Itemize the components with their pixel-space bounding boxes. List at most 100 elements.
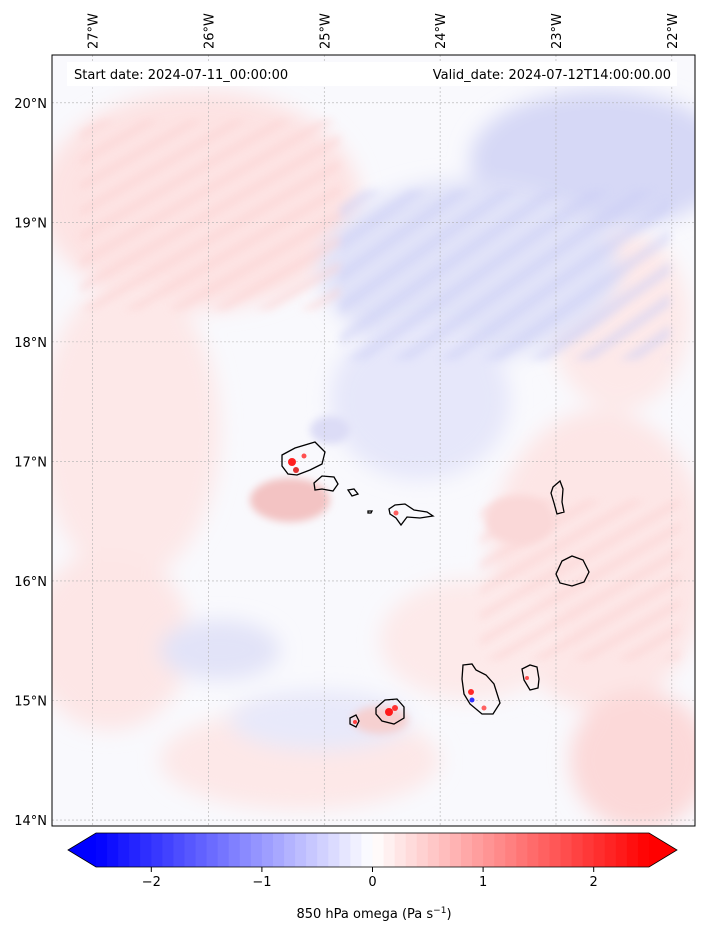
colorbar-cell xyxy=(129,833,141,867)
colorbar-cell xyxy=(405,833,418,867)
colorbar-label: 850 hPa omega (Pa s−1) xyxy=(296,906,451,922)
longitude-label: 25°W xyxy=(318,13,333,49)
colorbar-cell xyxy=(593,833,606,867)
latitude-labels: 20°N 19°N 18°N 17°N 16°N 15°N 14°N xyxy=(14,97,47,829)
colorbar-cell xyxy=(372,833,385,867)
colorbar-cell xyxy=(184,833,197,867)
latitude-label: 15°N xyxy=(14,694,47,709)
latitude-label: 16°N xyxy=(14,575,47,590)
omega-field xyxy=(52,90,695,826)
island-branco xyxy=(367,510,374,514)
colorbar-cell xyxy=(505,833,517,867)
latitude-label: 14°N xyxy=(14,814,47,829)
colorbar-cell xyxy=(118,833,130,867)
colorbar-cells xyxy=(96,833,650,867)
colorbar-extend-min xyxy=(68,833,96,867)
colorbar-cell xyxy=(162,833,175,867)
colorbar-cell xyxy=(339,833,351,867)
island-boa-vista xyxy=(555,555,590,587)
colorbar-cell xyxy=(239,833,252,867)
island-santiago xyxy=(461,663,501,715)
colorbar-tick-label: −2 xyxy=(142,875,161,890)
coastlines xyxy=(281,441,590,728)
colorbar-cell xyxy=(284,833,296,867)
island-sao-vicente xyxy=(313,475,339,492)
colorbar-cell xyxy=(438,833,451,867)
latitude-label: 20°N xyxy=(14,97,47,112)
colorbar-cell xyxy=(483,833,495,867)
colorbar-cell xyxy=(472,833,484,867)
colorbar-cell xyxy=(460,833,473,867)
island-sal xyxy=(550,479,565,515)
colorbar-cell xyxy=(494,833,506,867)
colorbar-cell xyxy=(250,833,263,867)
colorbar-cell xyxy=(538,833,551,867)
colorbar-cell xyxy=(228,833,241,867)
colorbar-cell xyxy=(626,833,639,867)
colorbar-cell xyxy=(350,833,363,867)
island-santo-antao xyxy=(281,441,326,476)
latitude-label: 18°N xyxy=(14,336,47,351)
colorbar-cell xyxy=(317,833,329,867)
colorbar-ticks: −2 −1 0 1 2 xyxy=(142,867,598,890)
colorbar-cell xyxy=(449,833,462,867)
colorbar-cell xyxy=(516,833,528,867)
island-santa-luzia xyxy=(346,488,360,497)
colorbar-label-sup: −1 xyxy=(433,906,446,916)
colorbar-tick-label: 0 xyxy=(368,875,376,890)
colorbar-cell xyxy=(427,833,440,867)
colorbar-cell xyxy=(295,833,307,867)
colorbar-label-tail: ) xyxy=(446,907,451,922)
colorbar-cell xyxy=(107,833,119,867)
colorbar-tick-label: 2 xyxy=(590,875,598,890)
colorbar: −2 −1 0 1 2 850 hPa omega (Pa s−1) xyxy=(67,832,678,922)
colorbar-cell xyxy=(571,833,584,867)
longitude-label: 22°W xyxy=(666,13,681,49)
colorbar-label-main: 850 hPa omega (Pa s xyxy=(296,907,433,922)
colorbar-cell xyxy=(394,833,407,867)
colorbar-cell xyxy=(549,833,562,867)
colorbar-tick-label: 1 xyxy=(479,875,487,890)
colorbar-cell xyxy=(272,833,285,867)
colorbar-outline xyxy=(67,832,678,868)
island-fogo xyxy=(375,698,405,725)
colorbar-cell xyxy=(582,833,595,867)
latitude-label: 17°N xyxy=(14,455,47,470)
map-panel: Start date: 2024-07-11_00:00:00 Valid_da… xyxy=(51,54,696,827)
gridlines xyxy=(52,55,695,826)
colorbar-cell xyxy=(328,833,340,867)
colorbar-cell xyxy=(195,833,208,867)
colorbar-cell xyxy=(361,833,374,867)
island-sao-nicolau xyxy=(388,503,435,527)
latitude-label: 19°N xyxy=(14,216,47,231)
colorbar-cell xyxy=(527,833,539,867)
colorbar-cell xyxy=(261,833,274,867)
colorbar-cell xyxy=(637,833,650,867)
colorbar-extend-max xyxy=(649,833,677,867)
start-date-label: Start date: 2024-07-11_00:00:00 xyxy=(74,68,288,83)
longitude-label: 26°W xyxy=(202,13,217,49)
colorbar-cell xyxy=(416,833,429,867)
colorbar-cell xyxy=(217,833,230,867)
colorbar-cell xyxy=(206,833,219,867)
island-maio xyxy=(521,664,540,691)
map-frame xyxy=(51,54,696,827)
date-header-box xyxy=(67,62,677,86)
colorbar-cell xyxy=(140,833,152,867)
colorbar-cell xyxy=(383,833,396,867)
colorbar-cell xyxy=(615,833,628,867)
valid-date-label: Valid_date: 2024-07-12T14:00:00.00 xyxy=(433,68,671,83)
colorbar-cell xyxy=(604,833,617,867)
colorbar-cell xyxy=(96,833,108,867)
omega-extremes xyxy=(288,453,529,724)
longitude-label: 27°W xyxy=(87,13,102,49)
colorbar-cell xyxy=(306,833,318,867)
longitude-label: 24°W xyxy=(434,13,449,49)
island-brava xyxy=(349,714,360,728)
colorbar-cell xyxy=(173,833,186,867)
colorbar-cell xyxy=(151,833,163,867)
colorbar-tick-label: −1 xyxy=(252,875,271,890)
longitude-labels: 27°W 26°W 25°W 24°W 23°W 22°W xyxy=(87,13,681,49)
longitude-label: 23°W xyxy=(550,13,565,49)
